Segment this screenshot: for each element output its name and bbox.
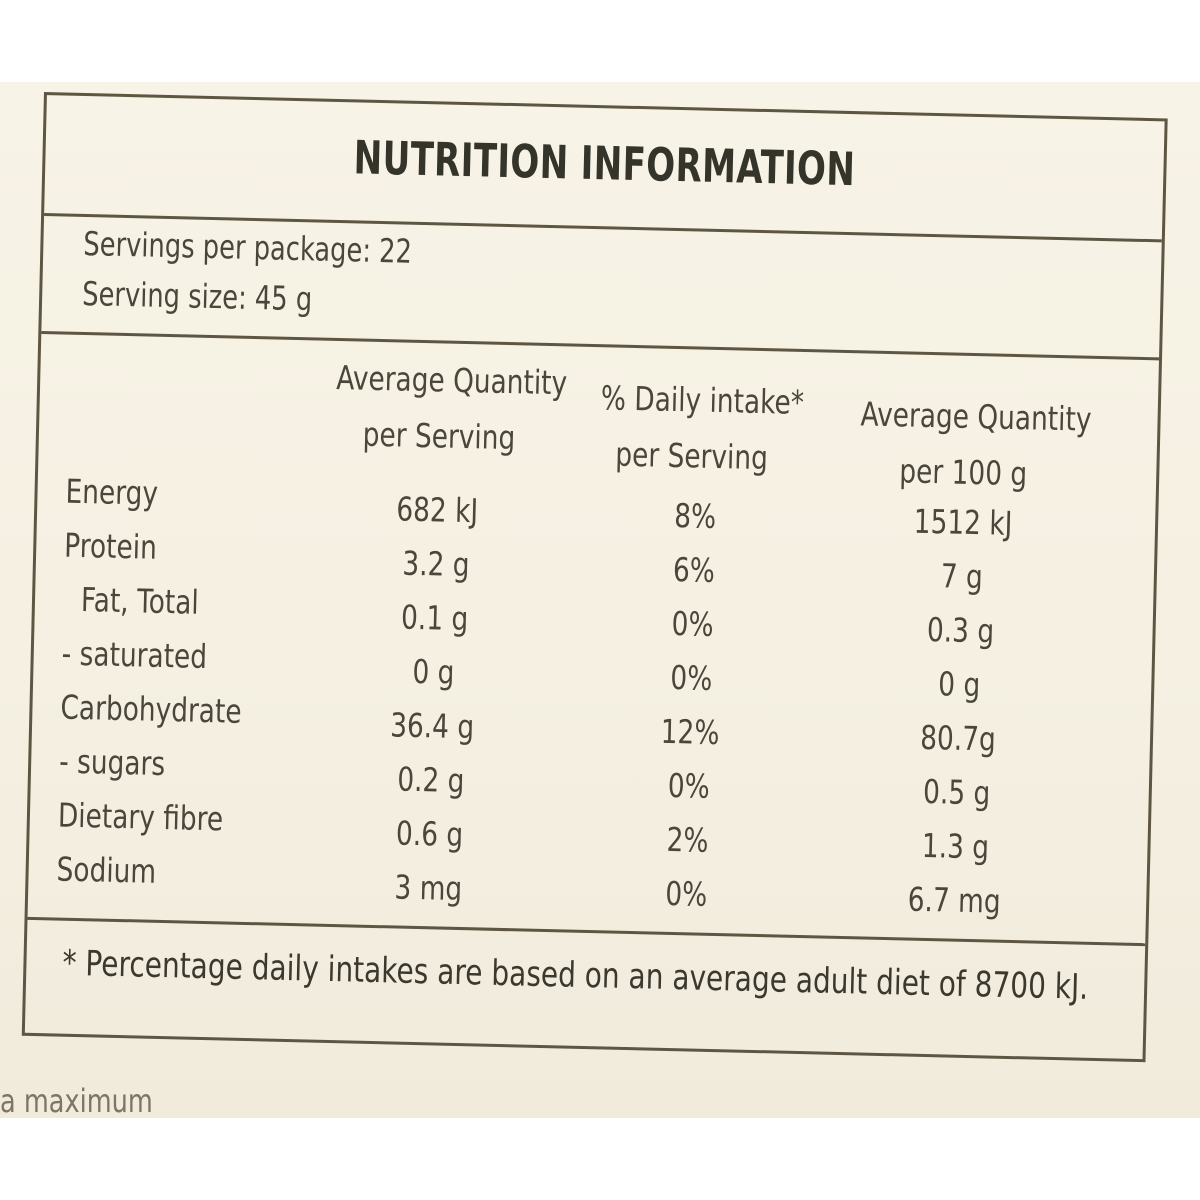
per-serving-value: 0.1 g bbox=[400, 597, 469, 639]
row-label-sodium: Sodium bbox=[56, 849, 157, 891]
per-serving-value: 36.4 g bbox=[389, 705, 475, 747]
daily-intake-value: 8% bbox=[673, 495, 717, 536]
row-label-protein: Protein bbox=[63, 525, 158, 567]
servings-divider bbox=[41, 331, 1160, 361]
per-100g-value: 0.3 g bbox=[926, 609, 995, 651]
serving-size: Serving size: 45 g bbox=[81, 273, 313, 319]
row-label-energy: Energy bbox=[65, 471, 159, 513]
servings-per-package: Servings per package: 22 bbox=[82, 223, 413, 271]
daily-intake-value: 6% bbox=[672, 549, 716, 590]
footnote: * Percentage daily intakes are based on … bbox=[61, 943, 1089, 1008]
row-label-carbohydrate: Carbohydrate bbox=[60, 687, 243, 731]
row-label-dietary-fibre: Dietary fibre bbox=[57, 795, 224, 839]
panel-title: NUTRITION INFORMATION bbox=[353, 130, 856, 197]
per-100g-value: 1512 kJ bbox=[913, 501, 1013, 543]
per-serving-value: 0.6 g bbox=[395, 813, 464, 855]
row-label-sugars: - sugars bbox=[58, 741, 166, 784]
column-header-line: Average Quantity bbox=[860, 394, 1092, 439]
per-100g-value: 0 g bbox=[937, 664, 981, 705]
daily-intake-value: 0% bbox=[667, 765, 711, 806]
row-label-saturated: - saturated bbox=[61, 633, 208, 676]
nutrition-panel: NUTRITION INFORMATION Servings per packa… bbox=[21, 92, 1168, 1063]
row-label-fat-total: Fat, Total bbox=[80, 580, 200, 622]
table-bottom-divider bbox=[27, 916, 1146, 947]
per-serving-value: 682 kJ bbox=[395, 489, 479, 531]
daily-intake-value: 0% bbox=[669, 657, 713, 698]
column-header-per-serving: Average Quantity per Serving bbox=[334, 350, 568, 467]
daily-intake-value: 0% bbox=[671, 603, 715, 644]
column-header-per-100g: Average Quantity per 100 g bbox=[859, 386, 1092, 503]
column-header-line: per Serving bbox=[362, 414, 516, 458]
column-header-line: per 100 g bbox=[898, 451, 1028, 494]
column-header-line: % Daily intake* bbox=[600, 378, 805, 422]
per-100g-value: 0.5 g bbox=[922, 771, 991, 813]
column-header-line: per Serving bbox=[614, 434, 769, 478]
column-header-daily-intake: % Daily intake* per Serving bbox=[599, 370, 805, 486]
per-100g-value: 80.7g bbox=[919, 717, 997, 759]
per-serving-value: 0 g bbox=[412, 651, 455, 692]
cutoff-text: a maximum bbox=[0, 1082, 153, 1118]
package-photo: NUTRITION INFORMATION Servings per packa… bbox=[0, 82, 1200, 1118]
per-serving-value: 0.2 g bbox=[396, 759, 465, 801]
per-100g-value: 7 g bbox=[940, 556, 984, 597]
per-100g-value: 1.3 g bbox=[921, 825, 990, 867]
per-serving-value: 3.2 g bbox=[401, 543, 471, 585]
daily-intake-value: 12% bbox=[660, 711, 720, 753]
per-serving-value: 3 mg bbox=[394, 867, 463, 909]
daily-intake-value: 2% bbox=[666, 819, 709, 860]
daily-intake-value: 0% bbox=[664, 873, 708, 914]
column-header-line: Average Quantity bbox=[335, 357, 568, 403]
per-100g-value: 6.7 mg bbox=[907, 879, 1002, 921]
